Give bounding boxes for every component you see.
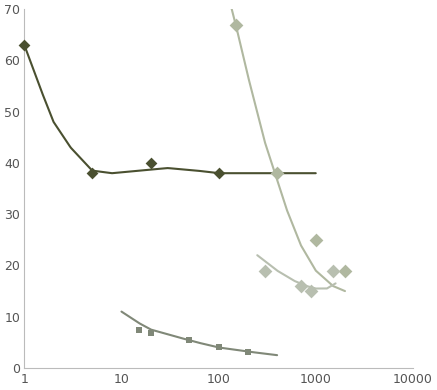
Point [297,283,304,289]
Point [329,268,336,274]
Point [274,170,281,176]
Point [312,237,319,243]
Point [89,170,96,176]
Point [186,337,193,343]
Point [21,42,28,48]
Point [147,330,154,336]
Point [215,170,222,176]
Point [261,268,268,274]
Point [135,326,142,333]
Point [244,348,251,355]
Point [215,344,222,351]
Point [308,288,315,294]
Point [341,268,348,274]
Point [147,160,154,166]
Point [232,21,239,28]
